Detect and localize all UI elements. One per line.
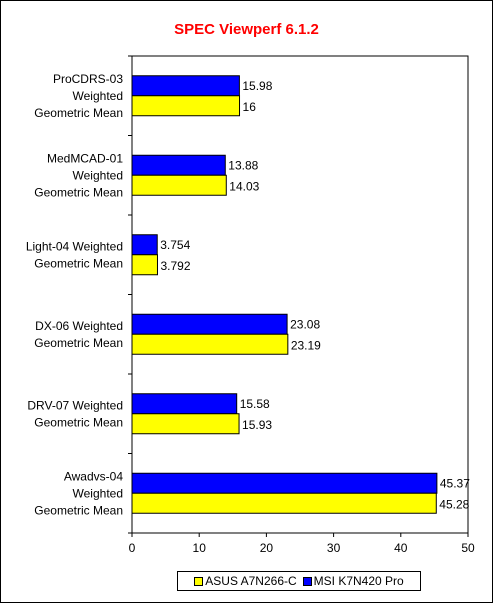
bar-asus-a7n266-c [131, 95, 241, 117]
category-label: MedMCAD-01 Weighted Geometric Mean [34, 151, 123, 199]
legend-item: MSI K7N420 Pro [302, 574, 404, 588]
bar-msi-k7n420-pro [131, 75, 240, 97]
data-label-asus: 15.93 [242, 418, 272, 432]
legend-swatch [302, 576, 312, 586]
x-tick-label: 10 [193, 541, 207, 555]
x-tick-label: 40 [394, 541, 408, 555]
data-label-msi: 15.98 [242, 79, 272, 93]
legend-label: ASUS A7N266-C [205, 574, 297, 588]
x-tick-label: 20 [260, 541, 274, 555]
bar-asus-a7n266-c [131, 492, 437, 514]
category-label: DRV-07 Weighted Geometric Mean [27, 398, 123, 429]
data-label-msi: 23.08 [290, 317, 320, 331]
data-label-msi: 15.58 [240, 397, 270, 411]
bar-msi-k7n420-pro [131, 393, 238, 415]
bar-msi-k7n420-pro [131, 234, 158, 256]
x-tick-label: 30 [327, 541, 341, 555]
bar-asus-a7n266-c [131, 254, 158, 276]
bar-asus-a7n266-c [131, 413, 240, 435]
legend-item: ASUS A7N266-C [194, 574, 297, 588]
chart-title: SPEC Viewperf 6.1.2 [174, 21, 319, 38]
data-label-asus: 14.03 [229, 179, 259, 193]
data-label-asus: 23.19 [291, 338, 321, 352]
category-label: Light-04 Weighted Geometric Mean [26, 239, 123, 270]
legend-swatch [194, 576, 204, 586]
data-label-msi: 45.37 [440, 476, 470, 490]
data-label-asus: 16 [243, 100, 257, 114]
bar-msi-k7n420-pro [131, 154, 226, 176]
category-label: ProCDRS-03 Weighted Geometric Mean [34, 72, 123, 120]
x-tick-label: 50 [461, 541, 475, 555]
category-label: Awadvs-04 Weighted Geometric Mean [34, 469, 123, 517]
x-tick-label: 0 [129, 541, 136, 555]
plot-area [131, 55, 469, 534]
legend: ASUS A7N266-C MSI K7N420 Pro [177, 571, 421, 591]
category-label: DX-06 Weighted Geometric Mean [34, 319, 123, 350]
data-label-msi: 13.88 [228, 158, 258, 172]
bar-asus-a7n266-c [131, 333, 289, 355]
data-label-msi: 3.754 [160, 238, 190, 252]
data-label-asus: 3.792 [160, 259, 190, 273]
bar-asus-a7n266-c [131, 174, 227, 196]
data-label-asus: 45.28 [439, 497, 469, 511]
bar-msi-k7n420-pro [131, 472, 438, 494]
legend-label: MSI K7N420 Pro [313, 574, 404, 588]
bar-msi-k7n420-pro [131, 313, 288, 335]
